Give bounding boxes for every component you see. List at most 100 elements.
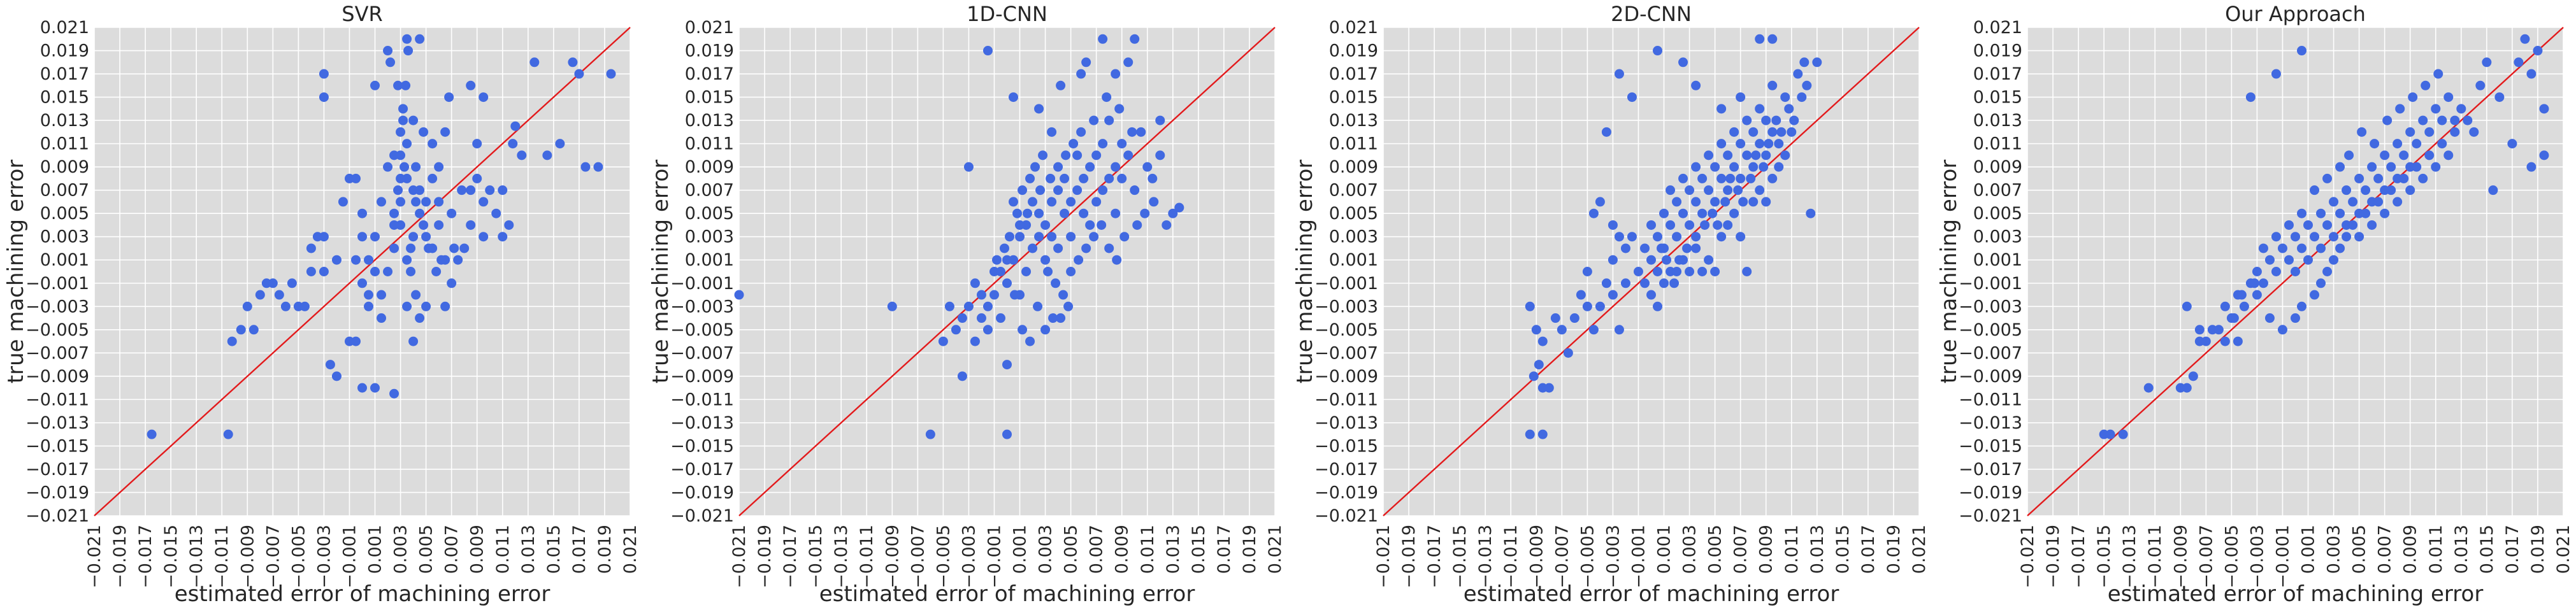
scatter-point <box>1748 162 1759 172</box>
scatter-point <box>1149 197 1159 207</box>
scatter-point <box>1035 185 1046 195</box>
scatter-point <box>1081 243 1091 253</box>
scatter-point <box>1009 197 1019 207</box>
scatter-point <box>393 80 403 90</box>
y-tick-label: −0.015 <box>1314 436 1378 456</box>
chart-title: SVR <box>342 2 382 26</box>
scatter-point <box>396 127 406 137</box>
scatter-point <box>1748 197 1759 207</box>
x-tick-label: 0.013 <box>1163 525 1183 574</box>
reference-line <box>738 27 1276 516</box>
scatter-point <box>1678 173 1688 183</box>
scatter-point <box>2316 243 2326 253</box>
scatter-point <box>1646 220 1656 230</box>
y-tick-label: 0.001 <box>40 250 89 270</box>
scatter-point <box>2213 325 2224 335</box>
scatter-point <box>2310 232 2320 242</box>
scatter-point <box>2469 127 2479 137</box>
scatter-point <box>1060 208 1070 218</box>
scatter-point <box>402 34 412 44</box>
scatter-point <box>1076 69 1086 79</box>
scatter-point <box>1123 57 1133 67</box>
scatter-point <box>325 360 335 370</box>
y-tick-label: 0.017 <box>685 64 734 84</box>
scatter-point <box>2258 278 2268 288</box>
scatter-point <box>319 69 329 79</box>
scatter-point <box>1672 267 1682 276</box>
scatter-point <box>1666 185 1676 195</box>
y-tick-label: 0.013 <box>685 111 734 131</box>
scatter-point <box>1582 267 1592 276</box>
scatter-point <box>1653 46 1663 56</box>
scatter-point <box>2264 255 2275 265</box>
scatter-point <box>306 243 316 253</box>
scatter-point <box>887 301 897 311</box>
scatter-point <box>938 336 948 346</box>
scatter-point <box>331 255 342 265</box>
x-tick-label: 0.011 <box>1782 525 1802 574</box>
y-tick-label: −0.005 <box>670 320 734 340</box>
y-tick-label: −0.003 <box>1959 297 2022 316</box>
scatter-point <box>2297 243 2307 253</box>
scatter-point <box>2533 46 2543 56</box>
scatter-point <box>411 197 421 207</box>
scatter-point <box>1697 208 1708 218</box>
scatter-point <box>2220 336 2230 346</box>
scatter-point <box>1806 208 1816 218</box>
scatter-point <box>1646 290 1656 300</box>
scatter-point <box>1023 208 1033 218</box>
scatter-point <box>1685 185 1695 195</box>
y-tick-label: 0.011 <box>1329 134 1378 154</box>
scatter-point <box>1104 243 1114 253</box>
scatter-point <box>1089 115 1099 125</box>
scatter-point <box>2291 232 2300 242</box>
x-tick-label: −0.019 <box>755 525 775 588</box>
scatter-point <box>1774 162 1784 172</box>
scatter-point <box>440 127 450 137</box>
scatter-point <box>1168 208 1178 218</box>
x-tick-label: 0.003 <box>2324 525 2344 574</box>
scatter-point <box>1755 185 1765 195</box>
x-tick-label: −0.017 <box>1425 525 1444 588</box>
x-tick-label: 0.003 <box>1036 525 1056 574</box>
scatter-point <box>424 243 434 253</box>
x-tick-label: 0.019 <box>2528 525 2548 574</box>
scatter-point <box>1066 267 1076 276</box>
x-tick-label: −0.005 <box>933 525 953 588</box>
scatter-point <box>976 313 986 323</box>
scatter-point <box>1111 69 1121 79</box>
scatter-point <box>1136 127 1146 137</box>
scatter-point <box>957 371 967 381</box>
scatter-point <box>1104 115 1114 125</box>
scatter-point <box>1767 173 1778 183</box>
scatter-point <box>1053 185 1063 195</box>
scatter-point <box>2348 197 2358 207</box>
scatter-point <box>1733 185 1743 195</box>
scatter-point <box>1761 150 1771 160</box>
y-tick-label: −0.021 <box>25 506 89 526</box>
scatter-point <box>1700 220 1710 230</box>
scatter-point <box>1117 173 1127 183</box>
scatter-point <box>1028 243 1038 253</box>
scatter-point <box>236 325 246 335</box>
scatter-point <box>1723 150 1733 160</box>
scatter-point <box>402 139 412 149</box>
scatter-point <box>459 243 470 253</box>
x-tick-label: −0.001 <box>1629 525 1648 588</box>
scatter-point <box>1588 208 1599 218</box>
y-tick-label: −0.007 <box>670 343 734 363</box>
scatter-point <box>1691 80 1701 90</box>
scatter-point <box>393 185 403 195</box>
scatter-point <box>1557 325 1567 335</box>
x-tick-label: −0.009 <box>238 525 257 588</box>
scatter-point <box>2380 150 2390 160</box>
scatter-point <box>2271 232 2281 242</box>
x-tick-label: −0.011 <box>2145 525 2165 588</box>
scatter-point <box>415 185 425 195</box>
x-tick-label: 0.021 <box>1265 525 1285 574</box>
scatter-point <box>1002 429 1012 439</box>
scatter-point <box>1797 92 1807 103</box>
scatter-point <box>2329 197 2339 207</box>
scatter-point <box>2322 220 2333 230</box>
scatter-point <box>2405 185 2415 195</box>
